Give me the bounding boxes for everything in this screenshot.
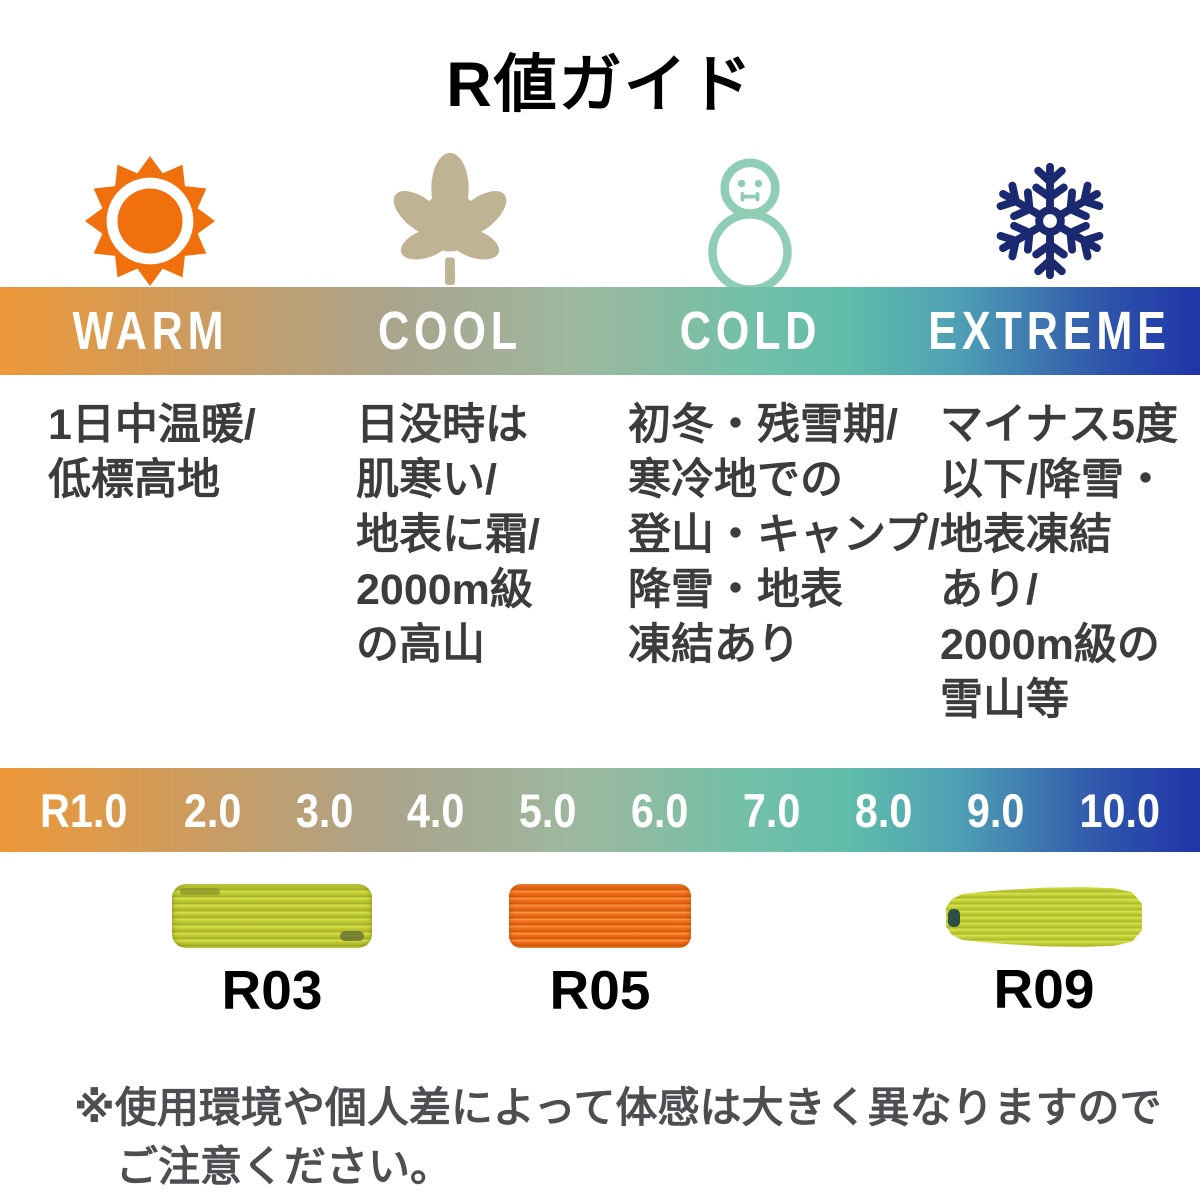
product-r03: R03: [152, 884, 392, 1022]
warm-description: 1日中温暖/ 低標高地: [48, 401, 256, 504]
category-cool: COOL: [300, 287, 600, 375]
category-band: WARM COOL COLD EXTREME: [0, 287, 1200, 375]
extreme-label: EXTREME: [928, 301, 1172, 361]
scale-tick-r1: R1.0: [39, 783, 128, 837]
category-icon-row: [0, 148, 1200, 294]
r-scale-band: R1.0 2.0 3.0 4.0 5.0 6.0 7.0 8.0 9.0 10.…: [0, 768, 1200, 852]
snowflake-icon: [981, 152, 1119, 290]
sun-icon: [84, 155, 216, 287]
cold-description: 初冬・残雪期/ 寒冷地での 登山・キャンプ/ 降雪・地表 凍結あり: [628, 401, 940, 669]
cold-label: COLD: [679, 301, 821, 361]
warm-icon-cell: [0, 148, 300, 294]
scale-tick-4: 4.0: [407, 783, 465, 837]
product-label-r09: R09: [993, 958, 1095, 1020]
scale-tick-10: 10.0: [1079, 783, 1161, 837]
scale-tick-8: 8.0: [854, 783, 913, 837]
product-r09: R09: [924, 884, 1164, 1021]
category-warm: WARM: [0, 287, 300, 375]
scale-tick-6: 6.0: [630, 783, 689, 837]
cool-label: COOL: [378, 301, 522, 361]
snowman-icon: [708, 158, 792, 294]
pad-valve: [948, 909, 960, 927]
caution-note: ※使用環境や個人差によって体感は大きく異なりますので ご注意ください。: [74, 1084, 1162, 1190]
category-cold: COLD: [600, 287, 900, 375]
cool-description: 日没時は 肌寒い/ 地表に霜/ 2000m級 の高山: [356, 401, 540, 669]
leaf-icon: [393, 152, 507, 286]
product-r05: R05: [480, 884, 720, 1022]
cool-icon-cell: [300, 148, 600, 294]
scale-tick-7: 7.0: [742, 783, 801, 837]
product-label-r03: R03: [221, 959, 323, 1021]
extreme-description: マイナス5度 以下/降雪・ 地表凍結 あり/ 2000m級の 雪山等: [940, 401, 1179, 724]
scale-tick-9: 9.0: [966, 783, 1024, 837]
scale-tick-5: 5.0: [519, 783, 577, 837]
sleeping-pad-r03-image: [172, 884, 372, 948]
warm-label: WARM: [72, 301, 228, 361]
cold-icon-cell: [600, 148, 900, 294]
extreme-icon-cell: [900, 148, 1200, 294]
product-label-r05: R05: [549, 959, 651, 1021]
page-title: R値ガイド: [446, 50, 754, 120]
sleeping-pad-r05-image: [509, 884, 691, 948]
category-extreme: EXTREME: [900, 287, 1200, 375]
sleeping-pad-r09-image: [946, 887, 1142, 947]
scale-tick-3: 3.0: [295, 783, 354, 837]
scale-tick-2: 2.0: [183, 783, 242, 837]
